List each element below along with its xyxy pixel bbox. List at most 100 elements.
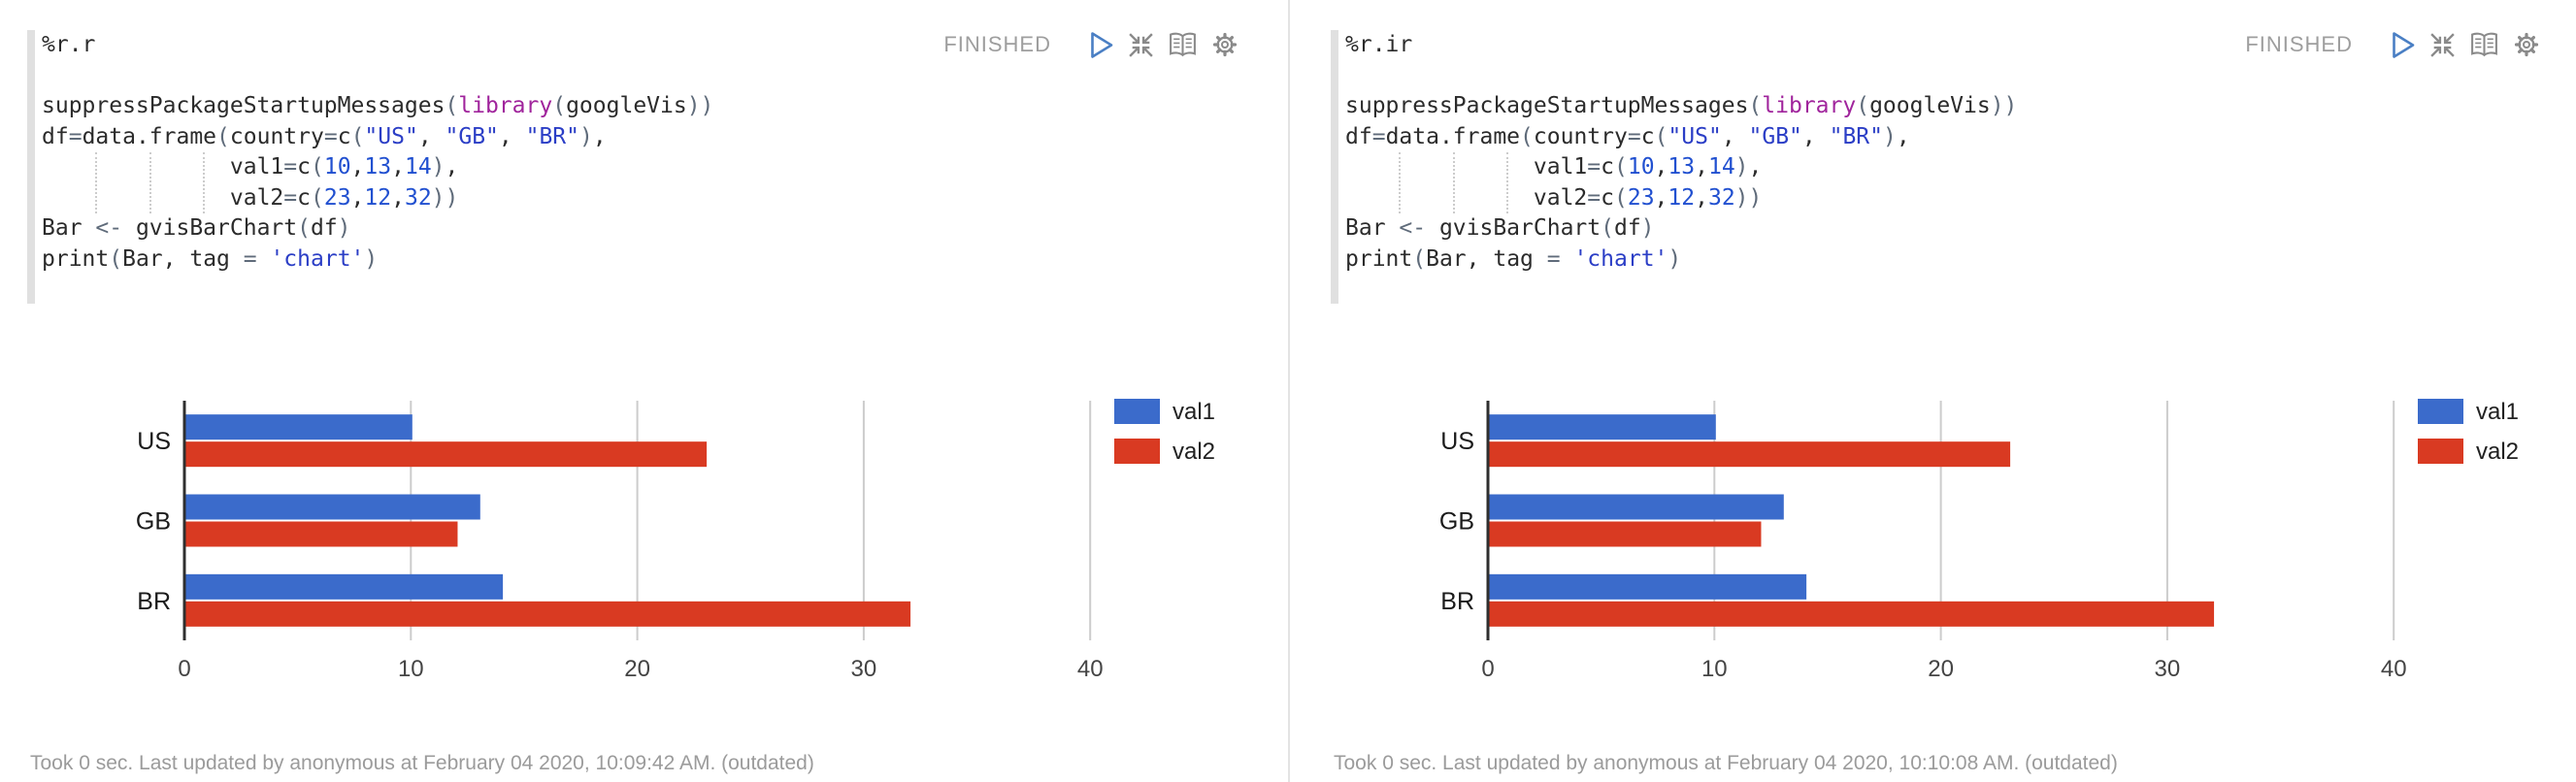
code-editor[interactable]: %r.r suppressPackageStartupMessages(libra… (27, 30, 779, 304)
code-token (1345, 154, 1534, 179)
code-token: 23 (1627, 184, 1655, 211)
paragraph-footer: Took 0 sec. Last updated by anonymous at… (30, 752, 814, 774)
code-token: 32 (1707, 184, 1735, 211)
code-token: <- (95, 215, 123, 241)
code-token: library (458, 93, 553, 118)
legend-swatch-val2 (2418, 439, 2463, 464)
code-token: , (1896, 123, 1910, 149)
code-token: , (1748, 154, 1763, 179)
gear-icon (2514, 32, 2539, 57)
bar-chart-svg: 0 10 20 30 40 US GB BR val1 val2 (1439, 399, 2519, 682)
shrink-button[interactable] (2428, 30, 2457, 59)
code-token: "GB" (445, 123, 499, 149)
status-badge: FINISHED (2245, 32, 2353, 56)
legend-swatch-val2 (1114, 439, 1160, 464)
code-token: df (1613, 215, 1641, 241)
code-token (1345, 185, 1534, 211)
category-label: US (1440, 428, 1474, 455)
code-token: c (337, 123, 351, 149)
bar-BR-val2[interactable] (1489, 601, 2215, 627)
bar-GB-val1[interactable] (185, 494, 480, 520)
code-line: val1=c(10,13,14), (1345, 152, 2083, 183)
indent-guide (95, 152, 98, 213)
code-token: ) (1734, 154, 1749, 179)
bar-BR-val1[interactable] (185, 573, 504, 600)
code-line: df=data.frame(country=c("US", "GB", "BR"… (1345, 122, 2083, 153)
code-token: ( (297, 215, 311, 241)
code-token: )) (1990, 93, 2018, 118)
code-token: ) (1883, 123, 1897, 149)
code-token: ) (1640, 215, 1655, 241)
code-token: ( (1601, 215, 1614, 241)
code-token: "GB" (1748, 123, 1802, 149)
paragraph-r-ir: FINISHED (1288, 0, 2576, 782)
book-icon (2471, 32, 2497, 57)
legend-swatch-val1 (1114, 399, 1160, 424)
bar-US-val2[interactable] (185, 441, 708, 468)
legend-label: val1 (1172, 399, 1215, 425)
code-line: suppressPackageStartupMessages(library(g… (1345, 91, 2083, 122)
shrink-button[interactable] (1127, 30, 1155, 59)
code-token: ( (1520, 123, 1534, 149)
category-label: US (137, 428, 171, 455)
code-token: Bar, tag (1426, 245, 1547, 272)
gear-icon (1212, 32, 1238, 57)
code-token: c (297, 154, 311, 179)
bar-US-val1[interactable] (185, 414, 413, 440)
code-line: val2=c(23,12,32)) (1345, 183, 2083, 214)
bar-GB-val2[interactable] (185, 521, 458, 547)
code-token: df (310, 215, 338, 241)
code-token: df (1345, 123, 1372, 149)
code-token: print (1345, 245, 1413, 272)
bar-GB-val2[interactable] (1489, 521, 1762, 547)
code-line: %r.ir (1345, 30, 2083, 61)
code-token: = (1587, 184, 1602, 211)
code-token: country (229, 123, 324, 149)
code-token (42, 154, 230, 179)
code-token: suppressPackageStartupMessages (1345, 93, 1749, 118)
status-badge: FINISHED (943, 32, 1051, 56)
bar-chart: 0 10 20 30 40 US GB BR val1 val2 (87, 386, 1296, 692)
toggle-editor-button[interactable] (1168, 30, 1198, 59)
bar-BR-val1[interactable] (1489, 573, 1807, 600)
code-token: ) (337, 215, 351, 241)
code-token: , (1654, 154, 1668, 179)
code-token: "BR" (1829, 123, 1883, 149)
code-token: val2 (229, 184, 284, 211)
code-token: Bar, tag (122, 245, 244, 272)
bar-US-val2[interactable] (1489, 441, 2011, 468)
x-tick-label: 20 (624, 656, 650, 682)
run-button[interactable] (2391, 30, 2416, 59)
code-token: 14 (1707, 154, 1735, 179)
code-token: , (350, 154, 365, 179)
code-token: library (1762, 93, 1857, 118)
settings-button[interactable] (2512, 30, 2541, 59)
code-token: c (297, 184, 311, 211)
code-token: ( (109, 245, 123, 272)
code-content: %r.r suppressPackageStartupMessages(libra… (42, 30, 779, 304)
paragraph-controls: FINISHED (2245, 30, 2541, 59)
code-token: googleVis (566, 93, 687, 118)
code-line: suppressPackageStartupMessages(library(g… (42, 91, 779, 122)
code-token: )) (431, 184, 459, 211)
run-icon (2393, 31, 2415, 58)
bar-US-val1[interactable] (1489, 414, 1716, 440)
toggle-editor-button[interactable] (2469, 30, 2499, 59)
settings-button[interactable] (1210, 30, 1239, 59)
code-token: 23 (323, 184, 351, 211)
code-token: = (1371, 123, 1386, 149)
code-token: ( (310, 154, 324, 179)
code-token: 32 (404, 184, 432, 211)
indent-guide (1399, 152, 1402, 213)
code-token: gvisBarChart (122, 215, 298, 241)
code-token: ( (1613, 184, 1628, 211)
code-token: ( (350, 123, 365, 149)
x-tick-label: 10 (398, 656, 424, 682)
bar-GB-val1[interactable] (1489, 494, 1784, 520)
bar-BR-val2[interactable] (185, 601, 911, 627)
code-token: "US" (1668, 123, 1722, 149)
code-token: , (498, 123, 526, 149)
run-button[interactable] (1089, 30, 1114, 59)
code-token: 'chart' (1573, 245, 1668, 272)
code-editor[interactable]: %r.ir suppressPackageStartupMessages(libr… (1331, 30, 2083, 304)
